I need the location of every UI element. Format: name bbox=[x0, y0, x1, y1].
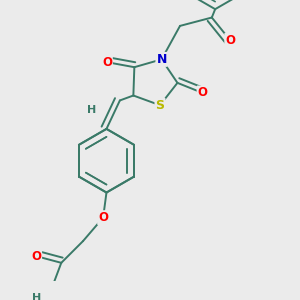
Text: O: O bbox=[198, 86, 208, 99]
Text: O: O bbox=[98, 211, 108, 224]
Text: O: O bbox=[102, 56, 112, 69]
Text: O: O bbox=[31, 250, 41, 262]
Text: N: N bbox=[156, 53, 167, 66]
Text: O: O bbox=[225, 34, 235, 47]
Text: H: H bbox=[32, 293, 41, 300]
Text: S: S bbox=[155, 99, 164, 112]
Text: H: H bbox=[87, 106, 96, 116]
